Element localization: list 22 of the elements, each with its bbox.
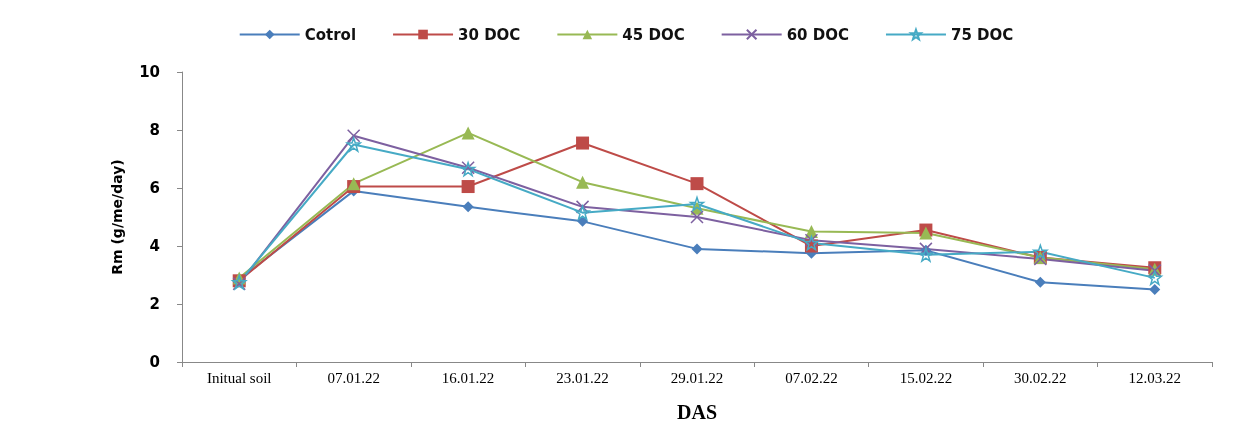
legend-label: 75 DOC xyxy=(950,25,1014,44)
x-tick-label: 16.01.22 xyxy=(441,369,495,386)
y-axis-title: Rm (g/me/day) xyxy=(109,159,125,275)
x-tick-label: 23.01.22 xyxy=(556,369,609,386)
x-axis-title: DAS xyxy=(676,401,718,423)
y-tick-label: 2 xyxy=(149,295,160,313)
x-tick-label: 12.03.22 xyxy=(1128,369,1182,386)
x-tick-label: 29.01.22 xyxy=(670,369,724,386)
x-tick-label: Initual soil xyxy=(206,369,272,386)
y-tick-label: 4 xyxy=(149,237,160,255)
legend-label: 30 DOC xyxy=(458,25,521,44)
y-tick-label: 10 xyxy=(139,63,160,81)
x-tick-label: 07.02.22 xyxy=(785,369,838,386)
legend-label: Cotrol xyxy=(304,25,357,44)
x-tick-label: 07.01.22 xyxy=(327,369,380,386)
x-tick-label: 30.02.22 xyxy=(1014,369,1067,386)
legend-label: 60 DOC xyxy=(786,25,849,44)
legend-label: 45 DOC xyxy=(622,25,685,44)
x-tick-label: 15.02.22 xyxy=(899,369,953,386)
y-tick-label: 0 xyxy=(149,353,160,371)
y-tick-label: 6 xyxy=(149,179,160,197)
y-tick-label: 8 xyxy=(149,121,160,139)
